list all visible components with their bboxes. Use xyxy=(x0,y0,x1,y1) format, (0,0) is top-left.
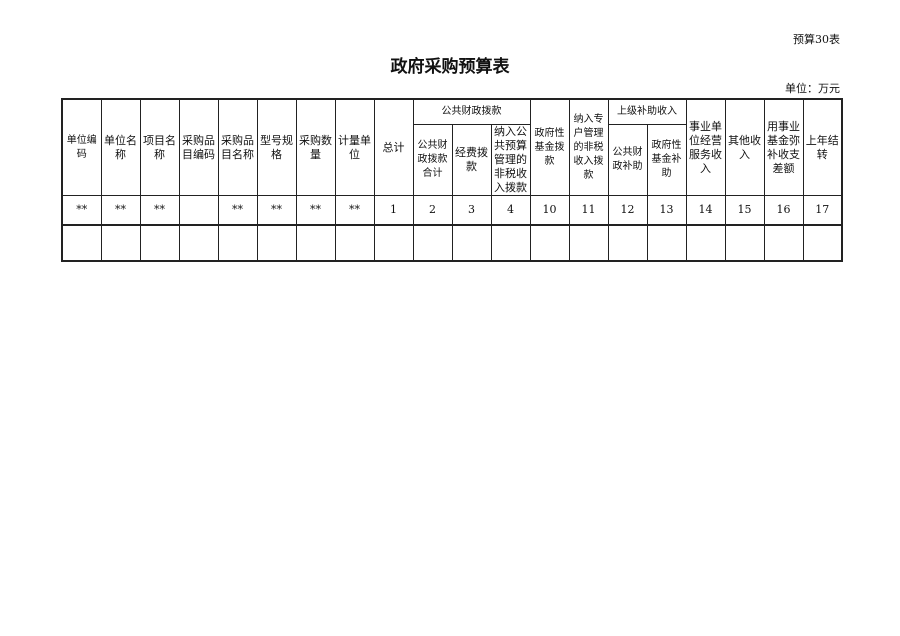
table-cell: 11 xyxy=(568,195,609,226)
table-cell xyxy=(568,224,609,262)
table-cell: ** xyxy=(334,195,375,226)
table-cell: 16 xyxy=(763,195,804,226)
table-cell: 13 xyxy=(646,195,687,226)
table-cell xyxy=(451,224,492,262)
table-cell xyxy=(802,224,843,262)
table-cell: 17 xyxy=(802,195,843,226)
table-cell xyxy=(295,224,336,262)
table-cell xyxy=(607,224,648,262)
table-cell: 14 xyxy=(685,195,726,226)
table-cell xyxy=(334,224,375,262)
table-cell xyxy=(529,224,570,262)
unit-label: 单位：万元 xyxy=(785,82,840,95)
header-gov-fund-subsidy: 政府性 基金补 助 xyxy=(646,124,687,196)
table-cell xyxy=(490,224,531,262)
table-cell: ** xyxy=(100,195,141,226)
table-cell xyxy=(61,224,102,262)
table-cell: ** xyxy=(217,195,258,226)
table-cell: 2 xyxy=(412,195,453,226)
header-gov-fund: 政府性 基金拨 款 xyxy=(529,98,570,196)
table-cell xyxy=(256,224,297,262)
header-measure-unit: 计量单 位 xyxy=(334,98,375,196)
header-item-name: 采购品 目名称 xyxy=(217,98,258,196)
table-row xyxy=(61,224,843,262)
header-unit-code: 单位编码 xyxy=(61,98,102,196)
header-project-name: 项目名 称 xyxy=(139,98,180,196)
header-other-income: 其他收 入 xyxy=(724,98,765,196)
table-cell xyxy=(646,224,687,262)
header-fund-offset: 用事业 基金弥 补收支 差额 xyxy=(763,98,804,196)
table-cell: 4 xyxy=(490,195,531,226)
table-cell: 10 xyxy=(529,195,570,226)
table-cell: ** xyxy=(139,195,180,226)
table-cell xyxy=(685,224,726,262)
table-cell: 1 xyxy=(373,195,414,226)
header-public-finance-group: 公共财政拨款 xyxy=(412,98,531,125)
page-title: 政府采购预算表 xyxy=(390,57,510,77)
table-cell: ** xyxy=(61,195,102,226)
table-cell xyxy=(217,224,258,262)
header-total: 总计 xyxy=(373,98,414,196)
procurement-budget-table: 单位编码 单位名 称 项目名 称 采购品 目编码 采购品 目名称 型号规 格 采… xyxy=(61,98,844,262)
header-nontax-budget: 纳入公 共预算 管理的 非税收 入拨款 xyxy=(490,124,531,196)
header-superior-subsidy-group: 上级补助收入 xyxy=(607,98,687,125)
table-cell xyxy=(412,224,453,262)
table-cell: ** xyxy=(256,195,297,226)
table-row: ** ** ** ** ** ** ** 1 2 3 4 10 11 12 13 14 15 16 17 xyxy=(61,195,843,226)
header-model: 型号规 格 xyxy=(256,98,297,196)
table-cell xyxy=(763,224,804,262)
header-item-code: 采购品 目编码 xyxy=(178,98,219,196)
table-cell xyxy=(139,224,180,262)
table-cell: ** xyxy=(295,195,336,226)
table-cell: 3 xyxy=(451,195,492,226)
header-unit-name: 单位名 称 xyxy=(100,98,141,196)
table-cell xyxy=(724,224,765,262)
header-public-finance-total: 公共财 政拨款 合计 xyxy=(412,124,453,196)
header-quantity: 采购数 量 xyxy=(295,98,336,196)
header-public-finance-subsidy: 公共财 政补助 xyxy=(607,124,648,196)
header-carryover: 上年结 转 xyxy=(802,98,843,196)
table-cell: 15 xyxy=(724,195,765,226)
table-code: 预算30表 xyxy=(793,33,840,46)
table-cell xyxy=(178,224,219,262)
table-cell: 12 xyxy=(607,195,648,226)
table-cell xyxy=(100,224,141,262)
header-funding: 经费拨 款 xyxy=(451,124,492,196)
table-cell xyxy=(178,195,219,226)
table-cell xyxy=(373,224,414,262)
header-nontax-special: 纳入专 户管理 的非税 收入拨 款 xyxy=(568,98,609,196)
header-business-income: 事业单 位经营 服务收 入 xyxy=(685,98,726,196)
